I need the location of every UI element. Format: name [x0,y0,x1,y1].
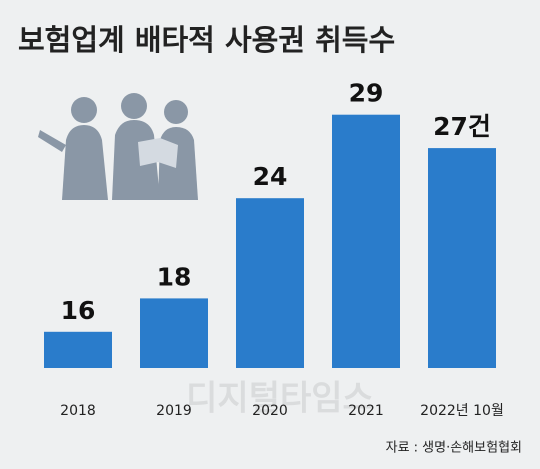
x-tick-label: 2019 [156,403,192,419]
value-label: 24 [253,162,288,191]
value-label: 18 [157,262,192,291]
silhouette [38,93,198,200]
bar [44,331,112,368]
source: 자료 : 생명·손해보험협회 [386,441,522,456]
chart-title: 보험업계 배타적 사용권 취득수 [18,23,395,57]
value-label: 16 [61,296,96,325]
x-tick-label: 2018 [60,403,96,419]
bar [332,114,400,368]
x-tick-label: 2021 [348,403,384,419]
watermark: 디지털타임스 [186,379,374,419]
x-tick-label: 2020 [252,403,288,419]
x-tick-label: 2022년 10월 [420,403,504,419]
value-label: 27건 [433,112,491,141]
value-label: 29 [349,79,384,108]
bar [236,198,304,368]
bar [428,148,496,368]
bar [140,298,208,368]
